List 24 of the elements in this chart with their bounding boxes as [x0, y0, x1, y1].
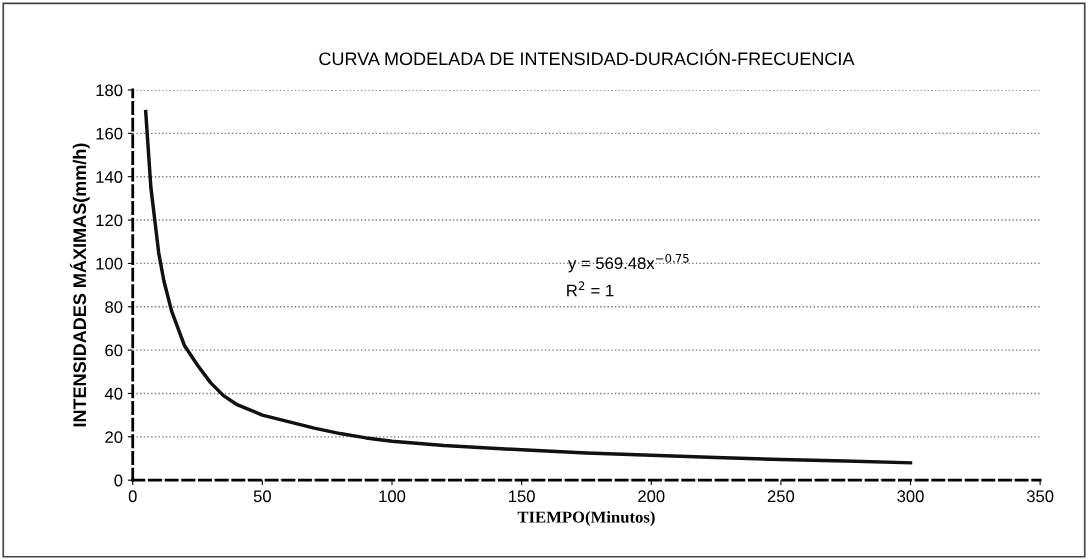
- y-tick-label: 140: [96, 171, 123, 183]
- x-axis-title: TIEMPO(Minutos): [517, 511, 655, 527]
- y-tick-label: 180: [96, 84, 123, 97]
- y-tick-label: 120: [96, 214, 123, 227]
- x-tick-label: 300: [897, 490, 924, 503]
- annotation: y = 569.48x$^{−0.75}$: [568, 253, 689, 273]
- y-tick-label: 20: [105, 431, 123, 444]
- y-tick-label: 60: [105, 344, 123, 357]
- x-tick-label: 350: [1026, 490, 1054, 503]
- y-tick-label: 160: [96, 127, 123, 140]
- chart-title: CURVA MODELADA DE INTENSIDAD-DURACIÓN-FRECUENCIA: [319, 49, 855, 66]
- x-tick-label: 50: [253, 490, 271, 503]
- y-tick-label: 40: [104, 387, 123, 400]
- annotation: R$^{2}$ = 1: [567, 281, 614, 297]
- y-tick-label: 0: [114, 474, 123, 487]
- x-tick-label: 100: [379, 490, 406, 503]
- line-series: [143, 109, 913, 465]
- y-tick-label: 100: [96, 257, 123, 270]
- y-tick-label: 80: [105, 301, 123, 313]
- x-tick-label: 0: [128, 490, 137, 503]
- x-tick-label: 150: [508, 490, 535, 503]
- x-tick-label: 200: [638, 490, 665, 503]
- x-tick-label: 250: [767, 490, 795, 503]
- y-axis-title: INTENSIDADES MÁXIMAS(mm/h): [69, 143, 90, 427]
